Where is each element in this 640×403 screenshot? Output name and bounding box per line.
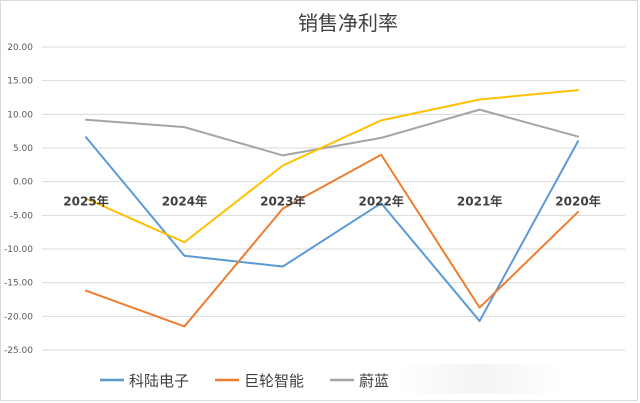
y-tick-label: -25.00 xyxy=(4,346,33,356)
y-tick-label: 10.00 xyxy=(7,110,33,120)
series-line-3 xyxy=(85,89,579,244)
x-tick-label: 2021年 xyxy=(457,194,502,209)
y-tick-label: -15.00 xyxy=(4,279,33,289)
chart-title: 销售净利率 xyxy=(298,11,398,35)
y-tick-label: 15.00 xyxy=(7,77,33,87)
series-line-2 xyxy=(85,108,579,157)
x-axis-ticks: 2025年 2024年 2023年 2022年 2021年 2020年 xyxy=(63,194,600,209)
legend-fade-overlay xyxy=(393,364,563,394)
legend: 科陆电子 巨轮智能 蔚蓝 xyxy=(100,372,389,390)
x-tick-label: 2025年 xyxy=(63,194,108,209)
y-tick-label: 0.00 xyxy=(13,178,33,188)
y-tick-label: 5.00 xyxy=(13,144,33,154)
x-tick-label: 2020年 xyxy=(555,194,600,209)
x-tick-label: 2022年 xyxy=(358,194,403,209)
legend-label: 科陆电子 xyxy=(129,372,189,390)
gridlines xyxy=(42,46,625,351)
x-tick-label: 2023年 xyxy=(260,194,305,209)
y-tick-label: 20.00 xyxy=(7,43,33,53)
legend-label: 蔚蓝 xyxy=(359,372,389,390)
series-lines xyxy=(85,89,579,328)
y-tick-label: -20.00 xyxy=(4,312,33,322)
series-line-0 xyxy=(85,136,579,323)
series-line-1 xyxy=(85,153,579,328)
y-tick-label: -5.00 xyxy=(10,211,34,221)
y-tick-label: -10.00 xyxy=(4,245,33,255)
legend-label: 巨轮智能 xyxy=(244,372,304,390)
x-tick-label: 2024年 xyxy=(162,194,207,209)
y-axis-ticks: 20.00 15.00 10.00 5.00 0.00 -5.00 -10.00 -15.00… xyxy=(4,43,33,356)
